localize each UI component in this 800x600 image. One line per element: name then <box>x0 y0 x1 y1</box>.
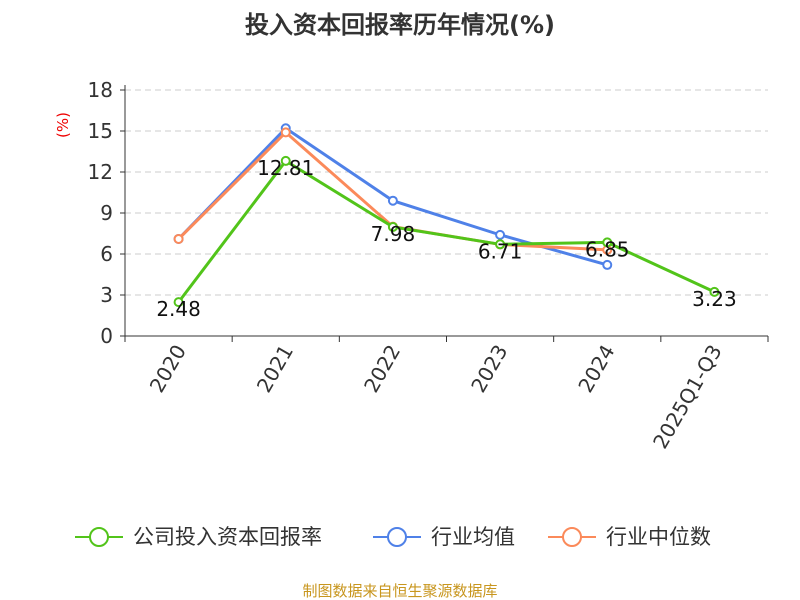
data-point <box>495 239 506 250</box>
data-point <box>602 237 613 248</box>
x-tick-label: 2022 <box>359 341 405 397</box>
legend-marker <box>562 527 582 547</box>
x-tick-label: 2025Q1-Q3 <box>648 341 727 453</box>
source-footer: 制图数据来自恒生聚源数据库 <box>302 582 497 600</box>
chart-title: 投入资本回报率历年情况(%) <box>245 11 555 39</box>
data-point <box>709 286 720 297</box>
legend-marker <box>89 527 109 547</box>
data-point <box>602 259 613 270</box>
data-label: 12.81 <box>257 156 314 180</box>
data-label: 2.48 <box>156 297 201 321</box>
y-tick-label: 18 <box>88 78 113 102</box>
y-tick-label: 0 <box>100 324 113 348</box>
legend-label: 行业中位数 <box>606 525 711 549</box>
x-tick-label: 2020 <box>145 341 191 397</box>
y-tick-label: 3 <box>100 283 113 307</box>
y-tick-label: 6 <box>100 242 113 266</box>
data-label: 3.23 <box>692 287 737 311</box>
legend-marker <box>387 527 407 547</box>
data-point <box>280 127 291 138</box>
data-label: 6.71 <box>478 239 523 263</box>
data-point <box>387 195 398 206</box>
y-tick-label: 9 <box>100 201 113 225</box>
data-point <box>173 297 184 308</box>
legend-label: 公司投入资本回报率 <box>133 525 322 549</box>
y-tick-label: 15 <box>88 119 113 143</box>
series-line <box>177 158 716 304</box>
data-label: 6.85 <box>585 237 630 261</box>
data-point <box>387 221 398 232</box>
data-point <box>280 155 291 166</box>
y-axis-label: (%) <box>54 112 72 138</box>
data-label: 7.98 <box>371 222 416 246</box>
y-tick-label: 12 <box>88 160 113 184</box>
x-tick-label: 2021 <box>252 341 298 397</box>
legend-label: 行业均值 <box>431 525 515 549</box>
x-tick-label: 2023 <box>466 341 512 397</box>
data-point <box>173 233 184 244</box>
x-tick-label: 2024 <box>573 341 619 397</box>
data-point <box>495 229 506 240</box>
